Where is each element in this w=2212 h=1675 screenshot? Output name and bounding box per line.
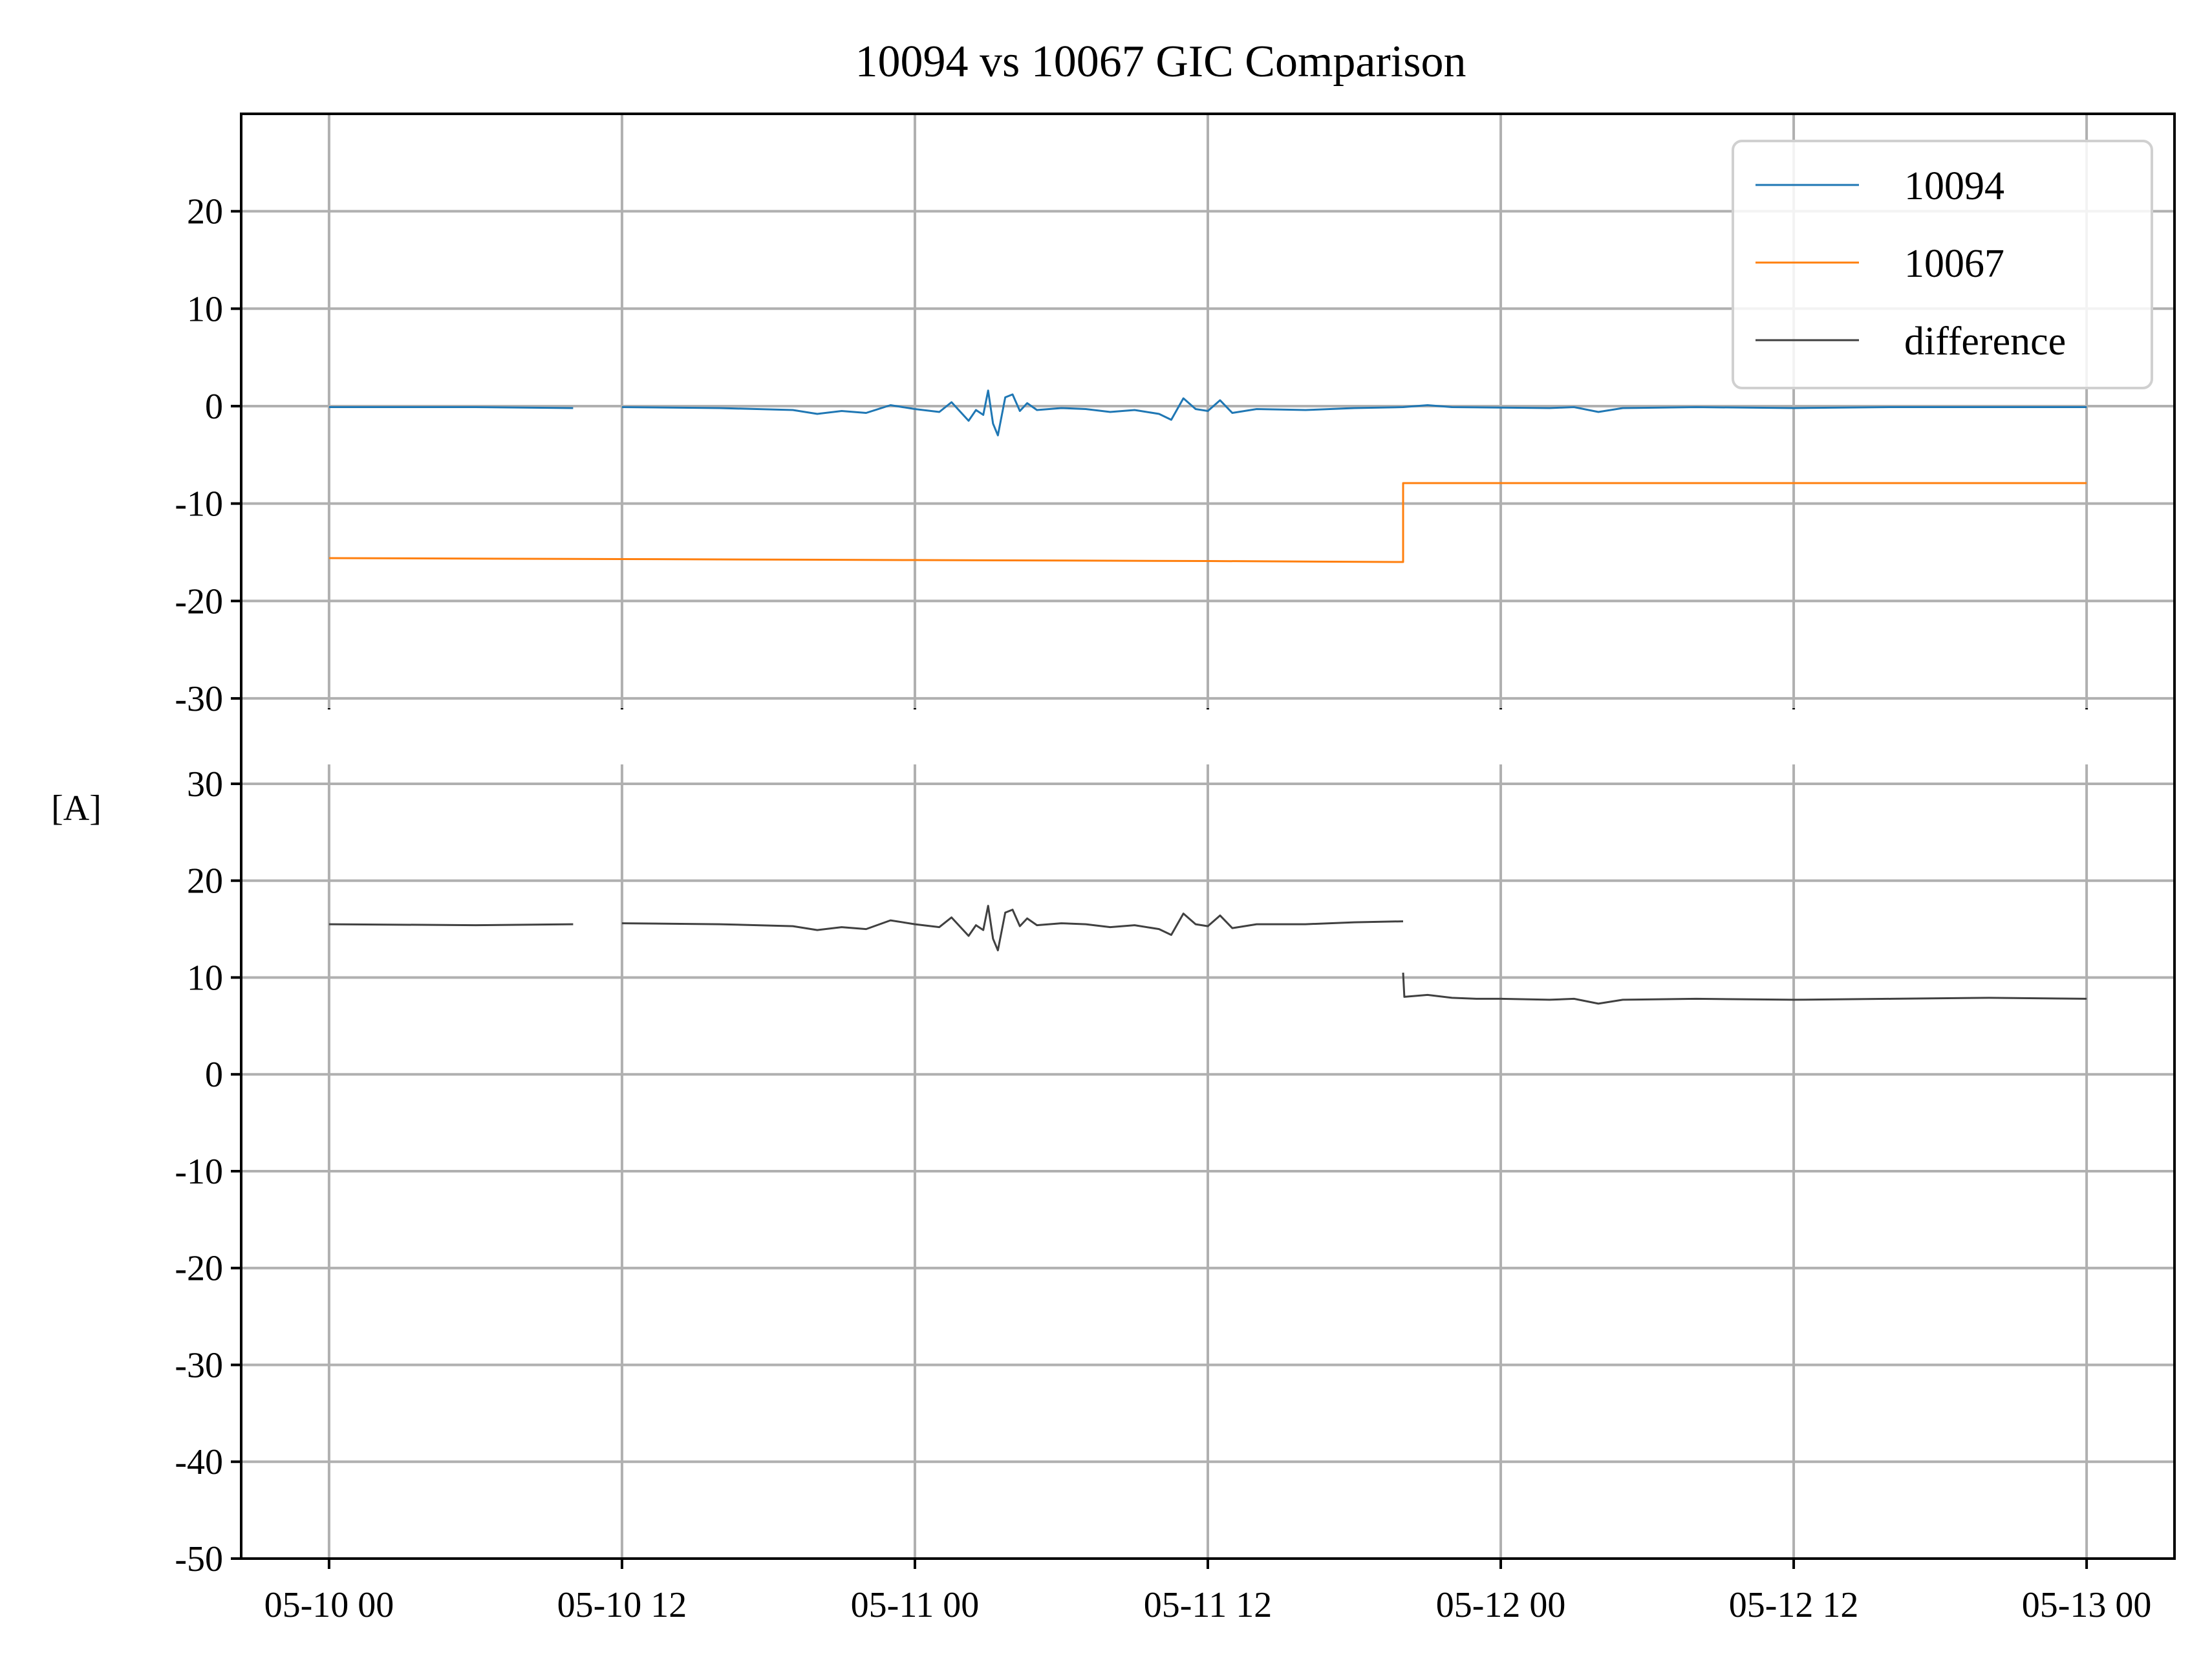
y-tick-label: -20 [175, 581, 223, 621]
y-tick-label: 20 [187, 861, 223, 902]
legend-label-10094: 10094 [1904, 164, 2004, 208]
bottom-series [328, 905, 2087, 1005]
y-tick-label: 0 [205, 387, 223, 427]
y-tick-label: 10 [187, 289, 223, 329]
legend-label-10067: 10067 [1904, 242, 2004, 286]
y-tick-label: -30 [175, 1345, 223, 1385]
legend-label-difference: difference [1904, 319, 2066, 363]
y-tick-label: -10 [175, 1152, 223, 1192]
series-line-10094 [328, 389, 2087, 437]
y-tick-label: 0 [205, 1055, 223, 1095]
x-tick-label: 05-11 12 [1144, 1585, 1272, 1625]
x-tick-label: 05-13 00 [2022, 1585, 2152, 1625]
y-axis-label: [A] [51, 788, 102, 828]
axes-frame [240, 113, 2176, 1560]
y-tick-label: -30 [175, 679, 223, 719]
series-line-difference [328, 905, 2087, 1005]
x-tick-label: 05-12 12 [1729, 1585, 1859, 1625]
bottom-y-ticks: 30 20 10 0 -10 -20 -30 -40 -50 [175, 764, 241, 1579]
x-tick-label: 05-12 00 [1436, 1585, 1566, 1625]
legend-box [1732, 140, 2153, 389]
y-tick-label: -10 [175, 484, 223, 524]
bottom-grid [241, 764, 2174, 1560]
panel-gap [237, 709, 2179, 763]
chart-title: 10094 vs 10067 GIC Comparison [855, 37, 1466, 87]
x-tick-label: 05-10 00 [264, 1585, 394, 1625]
y-tick-label: 10 [187, 958, 223, 998]
y-tick-label: -20 [175, 1249, 223, 1289]
top-series [328, 389, 2087, 563]
series-line-10067 [328, 482, 2087, 563]
y-tick-label: -40 [175, 1442, 223, 1482]
y-tick-label: -50 [175, 1539, 223, 1579]
legend: 10094 10067 difference [1732, 140, 2153, 389]
y-tick-label: 30 [187, 764, 223, 805]
x-tick-label: 05-10 12 [557, 1585, 687, 1625]
y-tick-label: 20 [187, 192, 223, 232]
x-tick-label: 05-11 00 [851, 1585, 980, 1625]
top-y-ticks: 20 10 0 -10 -20 -30 [175, 192, 241, 719]
bottom-x-ticks: 05-10 00 05-10 12 05-11 00 05-11 12 05-12 00… [264, 1559, 2152, 1625]
